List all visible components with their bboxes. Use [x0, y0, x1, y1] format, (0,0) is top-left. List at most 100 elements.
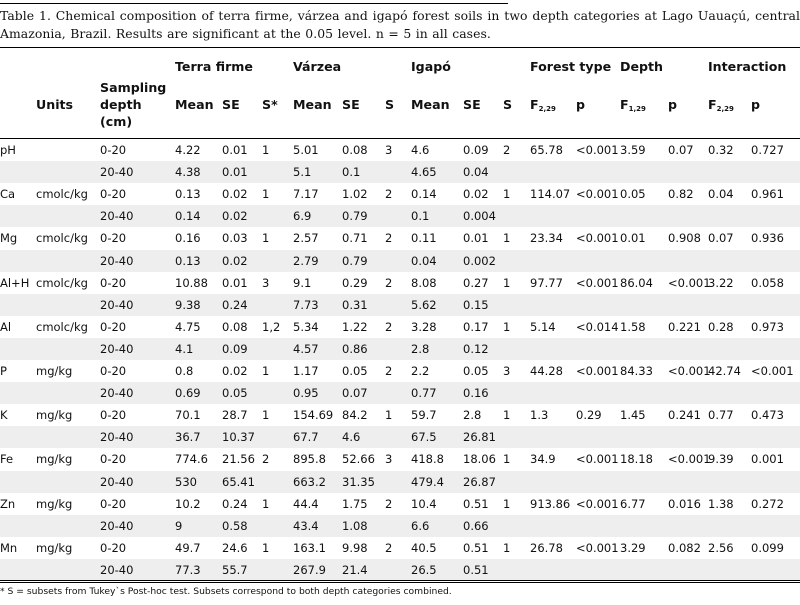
cell-ig-mean: 10.4	[411, 496, 437, 511]
cell-vz-mean: 9.1	[293, 275, 312, 290]
cell-depth-p: 0.221	[668, 319, 701, 334]
table-top-rule	[0, 47, 800, 48]
row-shade-band	[0, 161, 800, 184]
col-header-p-depth: p	[668, 97, 678, 112]
cell-ig-mean: 6.6	[411, 518, 430, 533]
cell-tf-se: 0.58	[222, 518, 248, 533]
cell-depth: 0-20	[100, 496, 127, 511]
cell-ig-s: 1	[503, 540, 511, 555]
cell-vz-se: 31.35	[342, 474, 375, 489]
cell-element: pH	[0, 143, 16, 157]
cell-units: cmolc/kg	[36, 275, 88, 290]
cell-depth-p: 0.82	[668, 187, 694, 202]
cell-inter-p: 0.058	[751, 275, 784, 290]
cell-ig-s: 1	[503, 496, 511, 511]
col-header-f-forest: F2,29	[530, 97, 556, 113]
cell-tf-se: 24.6	[222, 540, 248, 555]
cell-inter-p: 0.001	[751, 452, 784, 467]
col-header-p-forest: p	[576, 97, 586, 112]
cell-ig-mean: 2.2	[411, 364, 430, 378]
cell-depth: 20-40	[100, 341, 134, 356]
cell-vz-mean: 5.01	[293, 143, 319, 157]
cell-depth: 20-40	[100, 474, 134, 489]
cell-depth-f: 0.01	[620, 231, 646, 246]
cell-forest-p: 0.29	[576, 408, 602, 423]
cell-depth-p: 0.082	[668, 540, 701, 555]
col-header-mean: Mean	[293, 97, 332, 112]
cell-tf-s: 1	[262, 408, 270, 423]
cell-vz-se: 0.79	[342, 253, 368, 268]
cell-inter-p: 0.727	[751, 143, 784, 157]
cell-ig-se: 0.09	[463, 143, 489, 157]
cell-ig-se: 0.01	[463, 231, 489, 246]
col-header-se: SE	[222, 97, 240, 112]
cell-depth-p: 0.908	[668, 231, 701, 246]
cell-units: mg/kg	[36, 452, 73, 467]
cell-depth: 20-40	[100, 430, 134, 445]
cell-vz-mean: 2.57	[293, 231, 319, 246]
cell-inter-p: 0.973	[751, 319, 784, 334]
cell-depth: 0-20	[100, 187, 127, 202]
cell-inter-f: 0.77	[708, 408, 734, 423]
cell-ig-mean: 0.04	[411, 253, 437, 268]
cell-tf-s: 1	[262, 143, 270, 157]
cell-vz-s: 2	[385, 275, 393, 290]
cell-ig-se: 0.004	[463, 209, 496, 224]
cell-inter-p: 0.936	[751, 231, 784, 246]
cell-forest-f: 114.07	[530, 187, 571, 202]
cell-tf-mean: 0.13	[175, 253, 201, 268]
cell-tf-mean: 77.3	[175, 562, 201, 577]
cell-tf-se: 0.01	[222, 143, 248, 157]
cell-ig-mean: 59.7	[411, 408, 437, 423]
cell-tf-se: 0.01	[222, 165, 248, 180]
cell-inter-f: 2.56	[708, 540, 734, 555]
cell-ig-mean: 0.1	[411, 209, 430, 224]
cell-depth-p: 0.016	[668, 496, 701, 511]
cell-element: Al	[0, 319, 12, 334]
cell-inter-f: 3.22	[708, 275, 734, 290]
cell-vz-s: 2	[385, 231, 393, 246]
cell-depth-p: <0.001	[668, 275, 711, 290]
cell-depth: 0-20	[100, 408, 127, 423]
cell-ig-mean: 418.8	[411, 452, 444, 467]
cell-depth-f: 18.18	[620, 452, 653, 467]
cell-vz-se: 1.22	[342, 319, 368, 334]
cell-ig-mean: 3.28	[411, 319, 437, 334]
cell-vz-s: 3	[385, 452, 393, 467]
group-header-igapo: Igapó	[411, 59, 451, 74]
cell-vz-mean: 67.7	[293, 430, 319, 445]
cell-vz-mean: 7.73	[293, 297, 319, 312]
cell-vz-mean: 0.95	[293, 386, 319, 401]
cell-vz-s: 1	[385, 408, 393, 423]
cell-units: cmolc/kg	[36, 231, 88, 246]
cell-forest-f: 97.77	[530, 275, 563, 290]
cell-ig-mean: 26.5	[411, 562, 437, 577]
cell-ig-se: 0.51	[463, 540, 489, 555]
cell-ig-se: 0.002	[463, 253, 496, 268]
cell-depth-f: 84.33	[620, 364, 653, 378]
cell-depth: 0-20	[100, 275, 127, 290]
cell-inter-f: 9.39	[708, 452, 734, 467]
cell-tf-se: 0.02	[222, 187, 248, 202]
cell-ig-se: 0.12	[463, 341, 489, 356]
cell-inter-f: 0.07	[708, 231, 734, 246]
col-header-depth-line2: depth	[100, 97, 142, 112]
cell-ig-mean: 4.6	[411, 143, 430, 157]
row-shade-band	[0, 382, 800, 405]
cell-ig-mean: 67.5	[411, 430, 437, 445]
table-bottom-rule	[0, 580, 800, 581]
cell-element: Ca	[0, 187, 16, 202]
cell-ig-mean: 0.11	[411, 231, 437, 246]
cell-tf-s: 2	[262, 452, 270, 467]
cell-depth-f: 3.29	[620, 540, 646, 555]
cell-depth-f: 6.77	[620, 496, 646, 511]
cell-element: Mg	[0, 231, 18, 246]
cell-ig-mean: 8.08	[411, 275, 437, 290]
cell-units: mg/kg	[36, 496, 73, 511]
cell-forest-p: <0.001	[576, 496, 619, 511]
cell-depth: 0-20	[100, 319, 127, 334]
cell-depth: 0-20	[100, 452, 127, 467]
cell-tf-mean: 9	[175, 518, 183, 533]
row-shade-band	[0, 558, 800, 581]
cell-forest-f: 23.34	[530, 231, 563, 246]
